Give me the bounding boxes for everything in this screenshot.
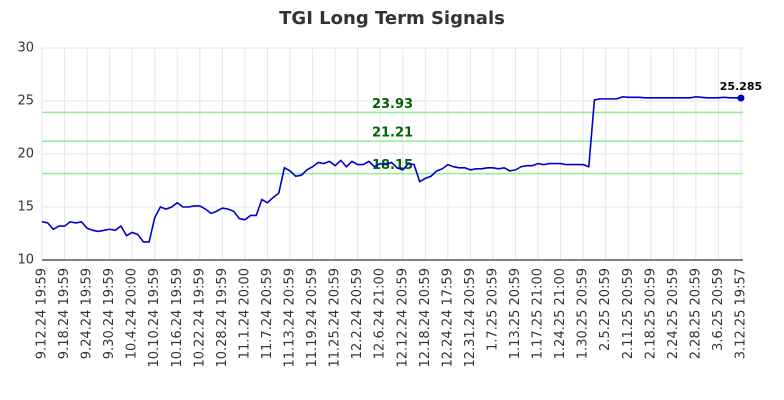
x-tick-label: 9.30.24 19:59 [102, 268, 117, 359]
x-tick-label: 10.16.24 19:59 [170, 268, 185, 368]
x-tick-label: 11.7.24 20:59 [260, 268, 275, 359]
x-tick-label: 12.24.24 17:59 [440, 268, 455, 368]
y-tick-label: 10 [17, 253, 34, 268]
x-tick-label: 2.28.25 20:59 [688, 268, 703, 359]
x-tick-label: 1.7.25 20:59 [485, 268, 500, 351]
x-tick-label: 1.24.25 21:00 [553, 268, 568, 359]
y-tick-label: 15 [17, 200, 34, 215]
x-tick-label: 11.19.24 20:59 [305, 268, 320, 368]
x-tick-label: 12.12.24 20:59 [395, 268, 410, 368]
x-tick-label: 2.24.25 20:59 [666, 268, 681, 359]
x-tick-label: 12.18.24 20:59 [418, 268, 433, 368]
last-value-label: 25.285 [720, 80, 762, 93]
x-tick-label: 10.28.24 19:59 [215, 268, 230, 368]
x-tick-label: 10.22.24 19:59 [192, 268, 207, 368]
x-tick-label: 10.10.24 19:59 [147, 268, 162, 368]
last-point [737, 94, 745, 102]
x-tick-label: 12.6.24 21:00 [373, 268, 388, 359]
x-tick-label: 3.6.25 20:59 [711, 268, 726, 351]
x-tick-label: 11.13.24 20:59 [283, 268, 298, 368]
y-tick-label: 25 [17, 94, 34, 109]
series-line [41, 95, 742, 243]
x-tick-label: 9.12.24 19:59 [35, 268, 50, 359]
x-tick-label: 12.31.24 20:59 [463, 268, 478, 368]
x-tick-label: 1.13.25 20:59 [508, 268, 523, 359]
signal-label: 21.21 [372, 126, 413, 141]
x-tick-label: 3.12.25 19:57 [734, 268, 749, 359]
x-tick-label: 11.25.24 20:59 [328, 268, 343, 368]
x-tick-label: 9.18.24 19:59 [57, 268, 72, 359]
signal-label: 23.93 [372, 97, 413, 112]
x-tick-label: 2.5.25 20:59 [598, 268, 613, 351]
y-tick-label: 20 [17, 147, 34, 162]
x-tick-label: 1.30.25 20:59 [576, 268, 591, 359]
x-tick-label: 9.24.24 19:59 [80, 268, 95, 359]
x-tick-label: 11.1.24 20:00 [237, 268, 252, 359]
chart-title: TGI Long Term Signals [279, 8, 505, 29]
x-tick-label: 1.17.25 21:00 [531, 268, 546, 359]
y-tick-label: 30 [17, 41, 34, 56]
x-tick-label: 2.11.25 20:59 [621, 268, 636, 359]
x-tick-label: 10.4.24 20:00 [125, 268, 140, 359]
x-tick-label: 12.2.24 20:59 [350, 268, 365, 359]
x-tick-label: 2.18.25 20:59 [643, 268, 658, 359]
